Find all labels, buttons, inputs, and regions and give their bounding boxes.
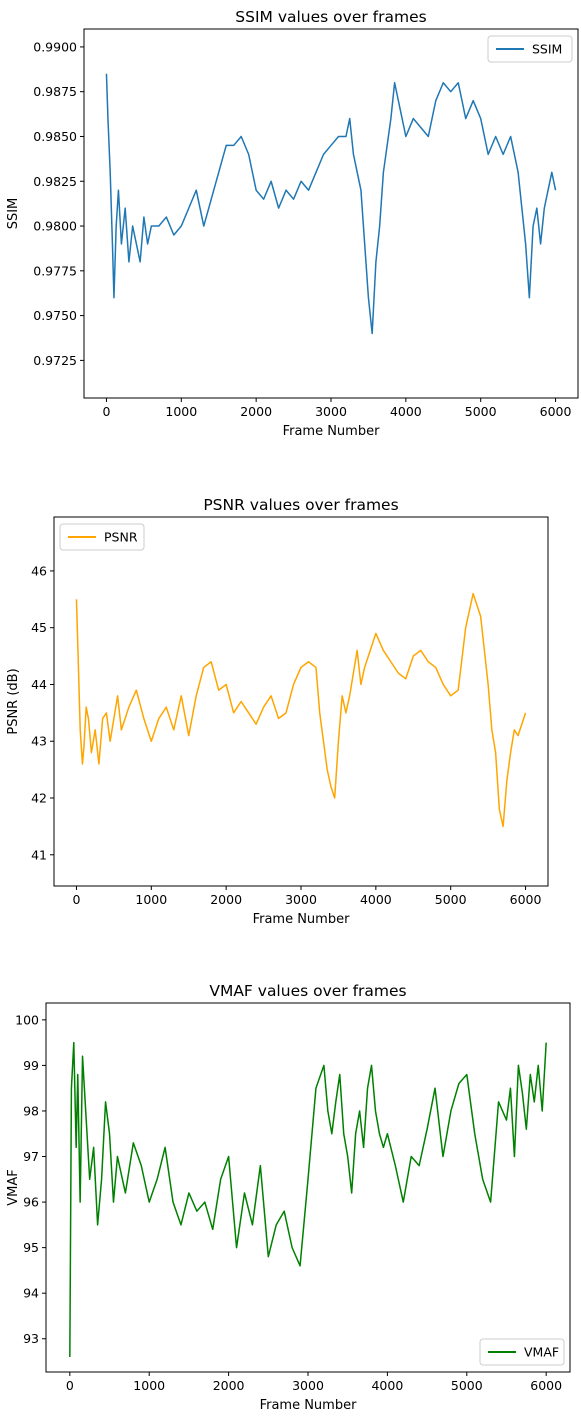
x-tick-label: 1000 bbox=[135, 892, 167, 907]
y-tick-label: 99 bbox=[23, 1058, 39, 1073]
legend-label: VMAF bbox=[524, 1345, 559, 1360]
legend-box bbox=[59, 523, 145, 551]
x-tick-label: 0 bbox=[102, 404, 110, 419]
y-tick-label: 43 bbox=[31, 734, 47, 749]
y-axis-label: SSIM bbox=[6, 198, 21, 230]
legend-box bbox=[479, 1338, 565, 1366]
y-tick-label: 93 bbox=[23, 1331, 39, 1346]
x-tick-label: 6000 bbox=[540, 404, 572, 419]
x-tick-label: 0 bbox=[66, 1378, 74, 1393]
y-tick-label: 0.9900 bbox=[33, 39, 77, 54]
x-tick-label: 1000 bbox=[133, 1378, 165, 1393]
series-line-ssim bbox=[105, 73, 557, 335]
y-axis-label: VMAF bbox=[6, 1169, 21, 1205]
x-axis-label: Frame Number bbox=[260, 1398, 358, 1413]
legend: PSNR bbox=[59, 523, 145, 551]
x-tick-label: 3000 bbox=[292, 1378, 324, 1393]
chart-title: SSIM values over frames bbox=[235, 8, 426, 26]
x-tick-label: 3000 bbox=[315, 404, 347, 419]
y-tick-label: 42 bbox=[31, 791, 47, 806]
x-axis-label: Frame Number bbox=[253, 912, 351, 927]
y-axis-label: PSNR (dB) bbox=[6, 668, 21, 734]
y-tick-label: 44 bbox=[31, 677, 47, 692]
x-tick-label: 3000 bbox=[285, 892, 317, 907]
legend-label: SSIM bbox=[532, 42, 562, 57]
y-tick-label: 98 bbox=[23, 1103, 39, 1118]
chart-title: VMAF values over frames bbox=[209, 982, 406, 1000]
legend: VMAF bbox=[479, 1338, 565, 1366]
y-tick-label: 0.9750 bbox=[33, 308, 77, 323]
x-tick-label: 5000 bbox=[435, 892, 467, 907]
x-tick-label: 0 bbox=[72, 892, 80, 907]
chart-title: PSNR values over frames bbox=[203, 496, 398, 514]
x-tick-label: 2000 bbox=[210, 892, 242, 907]
x-tick-label: 6000 bbox=[510, 892, 542, 907]
plot-frame bbox=[83, 28, 579, 399]
y-tick-label: 100 bbox=[15, 1012, 39, 1027]
y-tick-label: 0.9725 bbox=[33, 353, 77, 368]
x-tick-label: 5000 bbox=[451, 1378, 483, 1393]
legend-box bbox=[487, 35, 573, 63]
y-tick-label: 0.9825 bbox=[33, 174, 77, 189]
y-tick-label: 41 bbox=[31, 847, 47, 862]
plot-frame bbox=[53, 516, 549, 887]
y-tick-label: 96 bbox=[23, 1195, 39, 1210]
y-tick-label: 97 bbox=[23, 1149, 39, 1164]
subplot-3: VMAF values over frames 0 1000 2000 3000 4000… bbox=[6, 982, 571, 1413]
series-line-psnr bbox=[75, 592, 527, 828]
legend-label: PSNR bbox=[104, 530, 138, 545]
y-tick-label: 46 bbox=[31, 563, 47, 578]
x-tick-label: 2000 bbox=[213, 1378, 245, 1393]
y-tick-label: 0.9875 bbox=[33, 84, 77, 99]
y-tick-label: 94 bbox=[23, 1286, 39, 1301]
x-tick-label: 6000 bbox=[530, 1378, 562, 1393]
legend: SSIM bbox=[487, 35, 573, 63]
subplot-2: PSNR values over frames 0 1000 2000 3000 4000… bbox=[6, 496, 549, 927]
x-tick-label: 4000 bbox=[371, 1378, 403, 1393]
y-tick-label: 0.9800 bbox=[33, 219, 77, 234]
x-tick-label: 1000 bbox=[165, 404, 197, 419]
y-tick-label: 0.9775 bbox=[33, 263, 77, 278]
y-tick-label: 95 bbox=[23, 1240, 39, 1255]
y-tick-label: 45 bbox=[31, 620, 47, 635]
series-line-vmaf bbox=[69, 1041, 547, 1357]
subplot-1: SSIM values over frames 0 1000 2000 3000 4000… bbox=[6, 8, 579, 439]
x-tick-label: 5000 bbox=[465, 404, 497, 419]
y-tick-label: 0.9850 bbox=[33, 129, 77, 144]
x-axis-label: Frame Number bbox=[283, 424, 381, 439]
x-tick-label: 4000 bbox=[360, 892, 392, 907]
x-tick-label: 2000 bbox=[240, 404, 272, 419]
x-tick-label: 4000 bbox=[390, 404, 422, 419]
